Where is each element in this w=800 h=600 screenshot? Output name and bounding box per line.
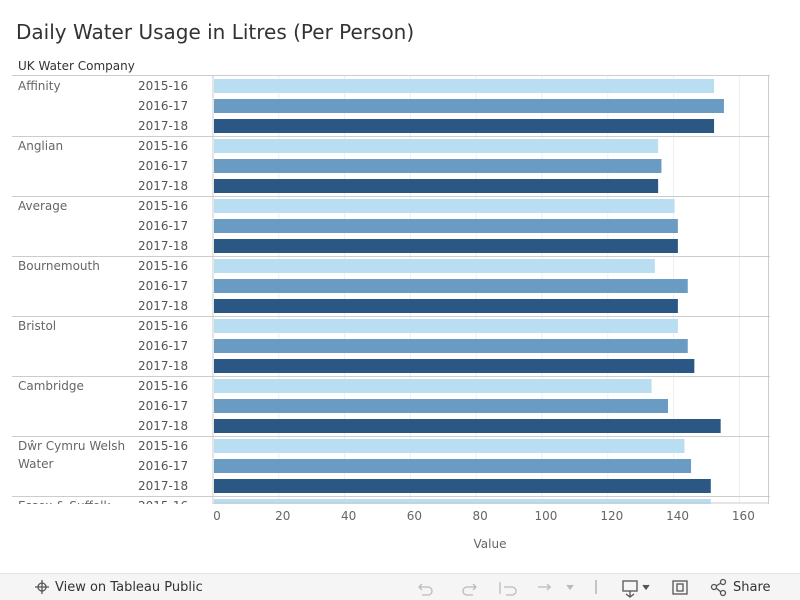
year-label: 2016-17 [138, 219, 189, 233]
year-label: 2016-17 [138, 339, 189, 353]
category-label: Dŵr Cymru Welsh Water [18, 439, 126, 471]
footer-icons [35, 578, 727, 598]
x-tick-label: 160 [732, 509, 755, 523]
x-tick-label: 120 [600, 509, 623, 523]
year-label: 2016-17 [138, 159, 189, 173]
chart-title: Daily Water Usage in Litres (Per Person) [16, 20, 415, 44]
category-label: Essex & Suffolk [18, 497, 130, 504]
year-label: 2015-16 [138, 319, 189, 333]
bars [12, 76, 770, 504]
x-tick-label: 20 [275, 509, 290, 523]
year-label: 2017-18 [138, 119, 189, 133]
category-label: Cambridge [18, 379, 84, 393]
bar [214, 499, 711, 504]
bar [214, 99, 724, 113]
x-tick-label: 40 [341, 509, 356, 523]
bar [214, 479, 711, 493]
category-label: Anglian [18, 139, 64, 153]
x-tick-label: 80 [473, 509, 488, 523]
year-label: 2015-16 [138, 259, 189, 273]
x-tick-label: 0 [213, 509, 221, 523]
bar [214, 219, 678, 233]
bar [214, 139, 659, 153]
share-button[interactable]: Share [733, 580, 771, 595]
year-label: 2017-18 [138, 479, 189, 493]
x-tick-label: 60 [407, 509, 422, 523]
year-label: 2015-16 [138, 379, 189, 393]
year-label: 2015-16 [138, 199, 189, 213]
year-label: 2015-16 [138, 496, 188, 504]
category-label: Bristol [18, 319, 57, 333]
year-label: 2015-16 [138, 79, 189, 93]
bar [214, 279, 688, 293]
bar [214, 339, 688, 353]
category-label: Bournemouth [18, 259, 100, 273]
bar [214, 399, 669, 413]
year-label: 2016-17 [138, 399, 189, 413]
bar [214, 259, 655, 273]
x-axis-title: Value [474, 537, 507, 551]
bar [214, 179, 659, 193]
bar [214, 159, 662, 173]
year-label: 2017-18 [138, 299, 189, 313]
bar [214, 459, 692, 473]
year-label: 2016-17 [138, 99, 189, 113]
category-label: Average [18, 199, 68, 213]
bar [214, 119, 715, 133]
year-label: 2017-18 [138, 359, 189, 373]
year-label: 2017-18 [138, 179, 189, 193]
bar [214, 419, 721, 433]
footer: View on Tableau Public Share [0, 573, 800, 600]
bar [214, 379, 652, 393]
bar [214, 79, 715, 93]
x-axis: Value 0 20 40 60 80 100 120 140 160 [213, 502, 769, 551]
x-tick-label: 140 [666, 509, 689, 523]
bar [214, 359, 695, 373]
bar [214, 319, 678, 333]
year-label: 2017-18 [138, 239, 189, 253]
bar [214, 239, 678, 253]
category-label: Affinity [18, 79, 61, 93]
year-label: 2016-17 [138, 279, 189, 293]
bar [214, 199, 675, 213]
x-tick-label: 100 [535, 509, 558, 523]
year-label: 2016-17 [138, 459, 189, 473]
year-label: 2015-16 [138, 439, 189, 453]
row-header: UK Water Company [18, 59, 135, 73]
year-label: 2017-18 [138, 419, 189, 433]
bar [214, 299, 678, 313]
plot-view[interactable]: Affinity 2015-16 2016-17 2017-18 Anglian 2015… [12, 75, 770, 504]
view-on-tableau[interactable]: View on Tableau Public [55, 580, 203, 595]
bar [214, 439, 685, 453]
year-label: 2015-16 [138, 139, 189, 153]
